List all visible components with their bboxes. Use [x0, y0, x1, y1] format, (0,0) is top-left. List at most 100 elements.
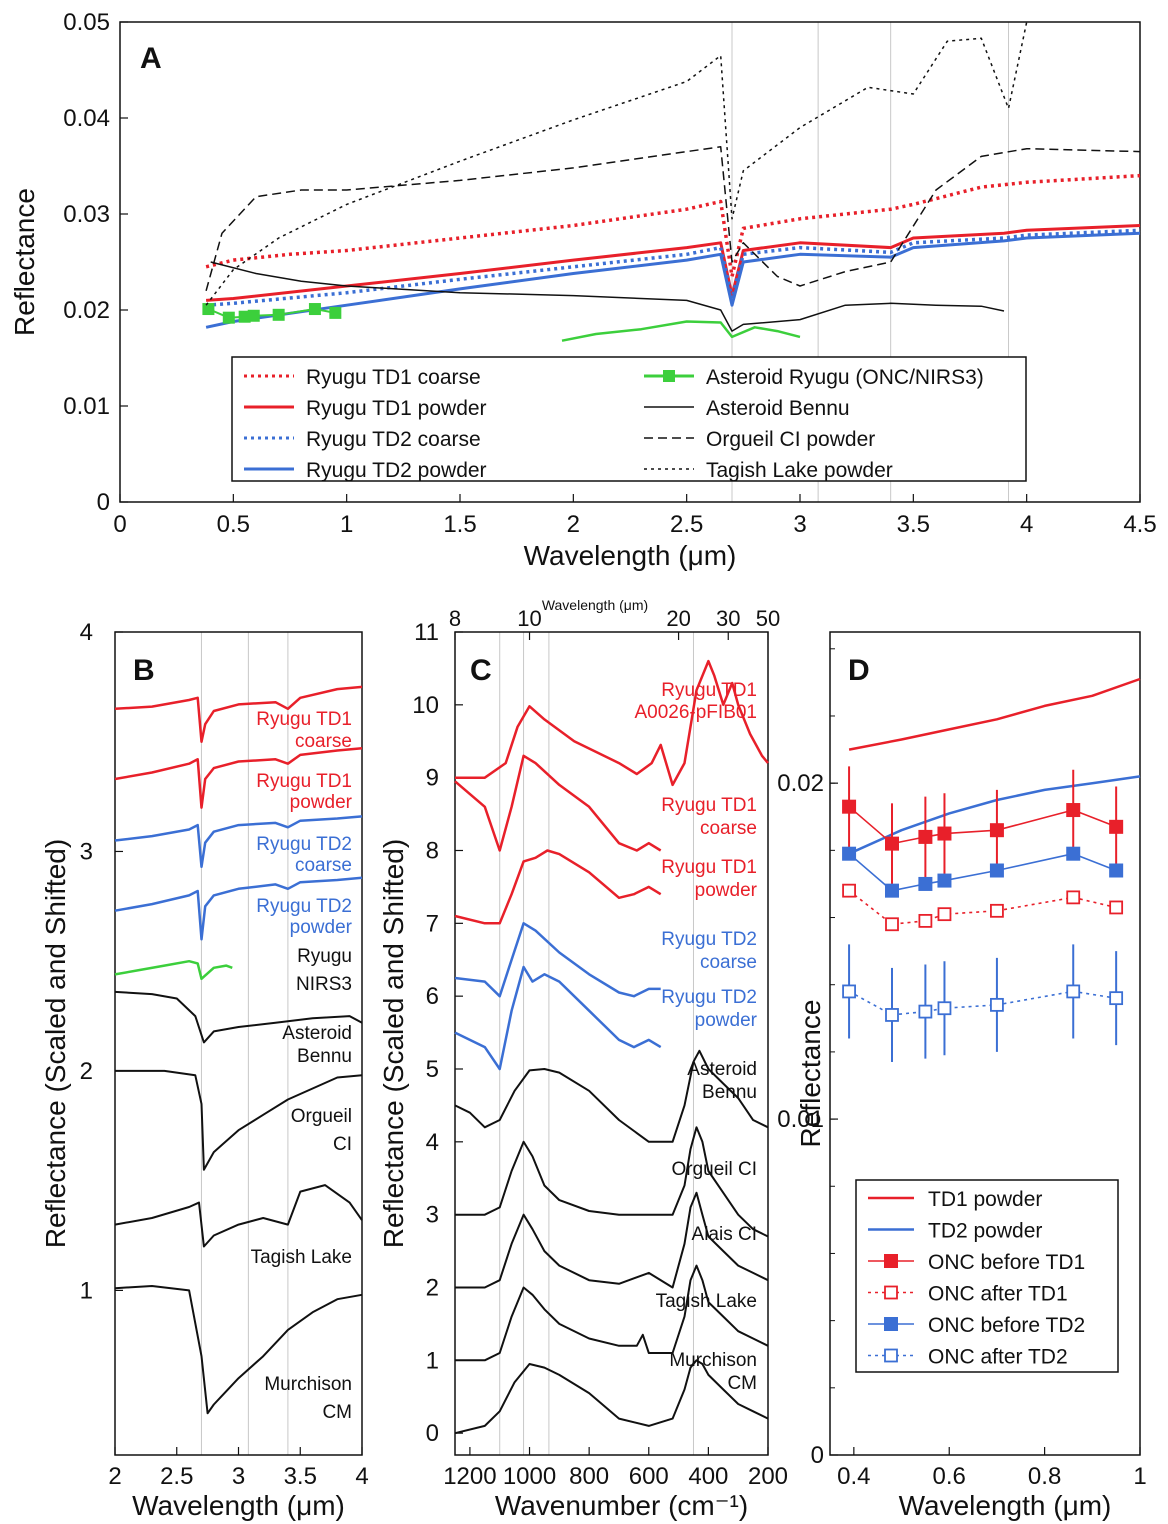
y-tick-label: 9 [426, 765, 439, 792]
data-point [1109, 819, 1124, 834]
legend-marker [884, 1317, 898, 1331]
data-point [989, 823, 1004, 838]
x-axis-label: Wavelength (μm) [524, 540, 737, 571]
x-tick-label: 1 [1133, 1463, 1146, 1490]
data-point [918, 1004, 933, 1019]
legend [855, 1179, 1119, 1373]
series-label: powder [695, 880, 758, 901]
data-point [885, 836, 899, 851]
legend-label: Asteroid Bennu [706, 397, 850, 420]
data-point [247, 309, 260, 322]
legend-label: Ryugu TD2 powder [306, 459, 487, 482]
series-line [114, 815, 363, 869]
y-tick-label: 0.05 [63, 9, 110, 36]
data-point [989, 863, 1004, 878]
x-tick-label: 0.4 [837, 1463, 870, 1490]
x-tick-label: 4.5 [1123, 511, 1156, 538]
series-label: Ryugu TD2 [661, 987, 757, 1008]
x-tick-label: 1200 [443, 1463, 496, 1490]
series-line [114, 990, 363, 1044]
x-tick-label: 3.5 [897, 511, 930, 538]
data-point [222, 311, 235, 324]
legend-label: Tagish Lake powder [706, 459, 893, 482]
y-tick-label: 3 [426, 1202, 439, 1229]
panel-c-frame [454, 631, 769, 1456]
series-line [454, 922, 661, 998]
x2-tick-label: 30 [716, 606, 740, 631]
y-axis-label: Reflectance (Scaled and Shifted) [378, 839, 409, 1248]
series-label: Bennu [297, 1046, 352, 1067]
legend-label: ONC after TD2 [928, 1346, 1068, 1369]
panel-label: C [470, 654, 492, 687]
series-label: A0026-pFIB01 [634, 702, 757, 723]
data-point [842, 799, 857, 814]
series-label: powder [695, 1010, 758, 1031]
series-label: Ryugu TD1 [661, 680, 757, 701]
legend-marker [884, 1254, 898, 1268]
x2-tick-label: 8 [449, 606, 461, 631]
y-tick-label: 5 [426, 1056, 439, 1083]
x-tick-label: 600 [629, 1463, 669, 1490]
x-tick-label: 0.5 [217, 511, 250, 538]
series-label: Asteroid [687, 1059, 757, 1080]
y-axis-label: Reflectance (Scaled and Shifted) [40, 839, 71, 1248]
series-line [114, 876, 363, 941]
series-line [454, 1359, 769, 1435]
y-tick-label: 10 [412, 692, 439, 719]
x-axis-label: Wavelength (μm) [899, 1490, 1112, 1521]
series-label: Murchison [264, 1374, 352, 1395]
panel-label: B [133, 654, 155, 687]
y-axis-label: Reflectance [9, 188, 40, 336]
data-point [937, 873, 952, 888]
legend-label: Asteroid Ryugu (ONC/NIRS3) [706, 366, 984, 389]
x-tick-label: 4 [1020, 511, 1033, 538]
legend-label: Ryugu TD2 coarse [306, 428, 481, 451]
x-tick-label: 400 [688, 1463, 728, 1490]
y-tick-label: 2 [426, 1274, 439, 1301]
x-tick-label: 3 [232, 1463, 245, 1490]
x-tick-label: 200 [748, 1463, 788, 1490]
series-line [114, 959, 233, 981]
x2-tick-label: 10 [517, 606, 541, 631]
x-tick-label: 3 [793, 511, 806, 538]
series-line [114, 1184, 363, 1248]
y-tick-label: 11 [414, 619, 439, 646]
y-tick-label: 6 [426, 983, 439, 1010]
x-tick-label: 1000 [503, 1463, 556, 1490]
series-line [205, 231, 1141, 329]
x-tick-label: 0.8 [1028, 1463, 1061, 1490]
series-label: Ryugu [297, 946, 352, 967]
data-point [990, 903, 1004, 918]
series-line [848, 677, 1141, 751]
x-axis-label: Wavelength (μm) [132, 1490, 345, 1521]
series-label: powder [290, 792, 353, 813]
y-tick-label: 4 [426, 1129, 439, 1156]
data-point [885, 883, 899, 898]
series-label: coarse [700, 818, 757, 839]
x2-tick-label: 50 [756, 606, 780, 631]
series-label: powder [290, 917, 353, 938]
legend-label: ONC before TD2 [928, 1314, 1085, 1337]
y-tick-label: 0.04 [63, 105, 110, 132]
data-point [937, 1001, 952, 1016]
series-line [454, 965, 662, 1071]
series-label: coarse [295, 855, 352, 876]
series-line [454, 1049, 769, 1143]
data-point [842, 984, 856, 999]
y-tick-label: 1 [80, 1277, 93, 1304]
data-point [1066, 803, 1081, 818]
series-label: Bennu [702, 1082, 757, 1103]
series-line [114, 685, 363, 743]
legend-marker [884, 1285, 898, 1300]
x-tick-label: 2.5 [670, 511, 703, 538]
y-tick-label: 0.01 [63, 393, 110, 420]
legend-label: Ryugu TD1 coarse [306, 366, 481, 389]
series-label: Ryugu TD1 [661, 795, 757, 816]
x-tick-label: 0.6 [933, 1463, 966, 1490]
data-point [937, 907, 952, 922]
data-point [329, 306, 342, 319]
panel-label: A [140, 42, 162, 75]
x-tick-label: 0 [113, 511, 126, 538]
series-label: Alais CI [692, 1224, 757, 1245]
